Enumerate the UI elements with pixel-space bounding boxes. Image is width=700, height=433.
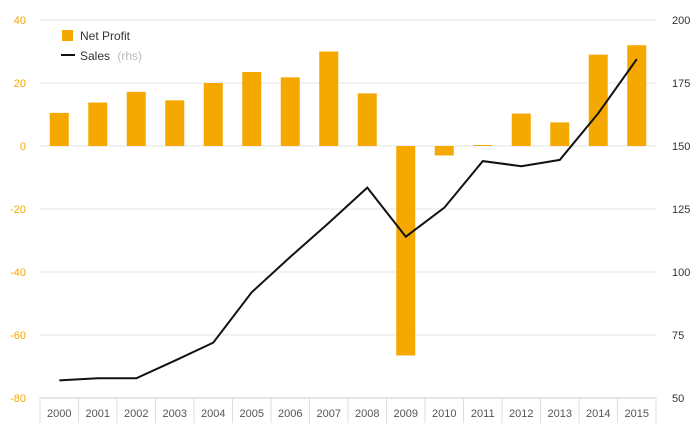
left-tick-label: -80: [10, 393, 26, 405]
right-tick-label: 75: [672, 330, 684, 342]
left-tick-label: -60: [10, 330, 26, 342]
svg-text:Sales (rhs): Sales (rhs): [80, 49, 142, 63]
x-tick-label: 2009: [394, 408, 418, 420]
left-axis-ticks: -80 -60 -40 -20 0 20 40: [10, 15, 26, 405]
x-tick-label: 2003: [163, 408, 187, 420]
bar-net-profit-2006: [280, 77, 300, 146]
x-tick-label: 2001: [86, 408, 110, 420]
bar-net-profit-2005: [242, 71, 262, 146]
bar-net-profit-2009: [396, 146, 416, 356]
left-tick-label: -20: [10, 204, 26, 216]
sales-line: [59, 58, 638, 382]
right-tick-label: 125: [672, 204, 690, 216]
x-tick-label: 2005: [240, 408, 264, 420]
x-tick-label: 2011: [471, 408, 495, 420]
right-tick-label: 175: [672, 78, 690, 90]
bar-net-profit-2012: [511, 113, 531, 146]
x-tick-label: 2014: [586, 408, 610, 420]
legend-swatch-net-profit: [62, 30, 73, 41]
gridlines: [40, 19, 656, 399]
bar-net-profit-2013: [550, 122, 570, 146]
x-tick-label: 2007: [317, 408, 341, 420]
legend-label-net-profit: Net Profit: [80, 29, 131, 43]
left-tick-label: 20: [14, 78, 26, 90]
net-profit-bars: [49, 45, 647, 356]
x-axis: 2000 2001 2002 2003 2004 2005 2006 2007 2008 2009…: [39, 397, 657, 423]
x-tick-label: 2010: [432, 408, 456, 420]
x-tick-label: 2006: [278, 408, 302, 420]
bar-net-profit-2003: [165, 100, 185, 146]
right-tick-label: 150: [672, 141, 690, 153]
x-tick-label: 2013: [548, 408, 572, 420]
sales-line-layer: [59, 58, 638, 382]
right-tick-label: 200: [672, 15, 690, 27]
bar-net-profit-2007: [319, 51, 339, 146]
legend: Net Profit Sales (rhs): [61, 29, 142, 63]
legend-label-sales-rhs: (rhs): [117, 49, 142, 63]
bar-net-profit-2000: [49, 112, 69, 146]
bar-net-profit-2014: [588, 54, 608, 146]
left-tick-label: 40: [14, 15, 26, 27]
left-tick-label: 0: [20, 141, 26, 153]
x-tick-label: 2012: [509, 408, 533, 420]
x-tick-label: 2000: [47, 408, 71, 420]
right-tick-label: 100: [672, 267, 690, 279]
bar-net-profit-2011: [473, 145, 493, 146]
right-tick-label: 50: [672, 393, 684, 405]
right-axis-ticks: 50 75 100 125 150 175 200: [672, 15, 690, 405]
bar-net-profit-2010: [434, 146, 454, 156]
left-tick-label: -40: [10, 267, 26, 279]
bar-net-profit-2001: [88, 102, 108, 146]
bar-net-profit-2008: [357, 93, 377, 146]
x-tick-label: 2004: [201, 408, 225, 420]
x-tick-label: 2002: [124, 408, 148, 420]
x-tick-label: 2015: [625, 408, 649, 420]
x-tick-label: 2008: [355, 408, 379, 420]
bar-net-profit-2015: [627, 45, 647, 147]
bar-net-profit-2004: [203, 83, 223, 146]
legend-label-sales: Sales: [80, 49, 110, 63]
bar-net-profit-2002: [126, 91, 146, 146]
